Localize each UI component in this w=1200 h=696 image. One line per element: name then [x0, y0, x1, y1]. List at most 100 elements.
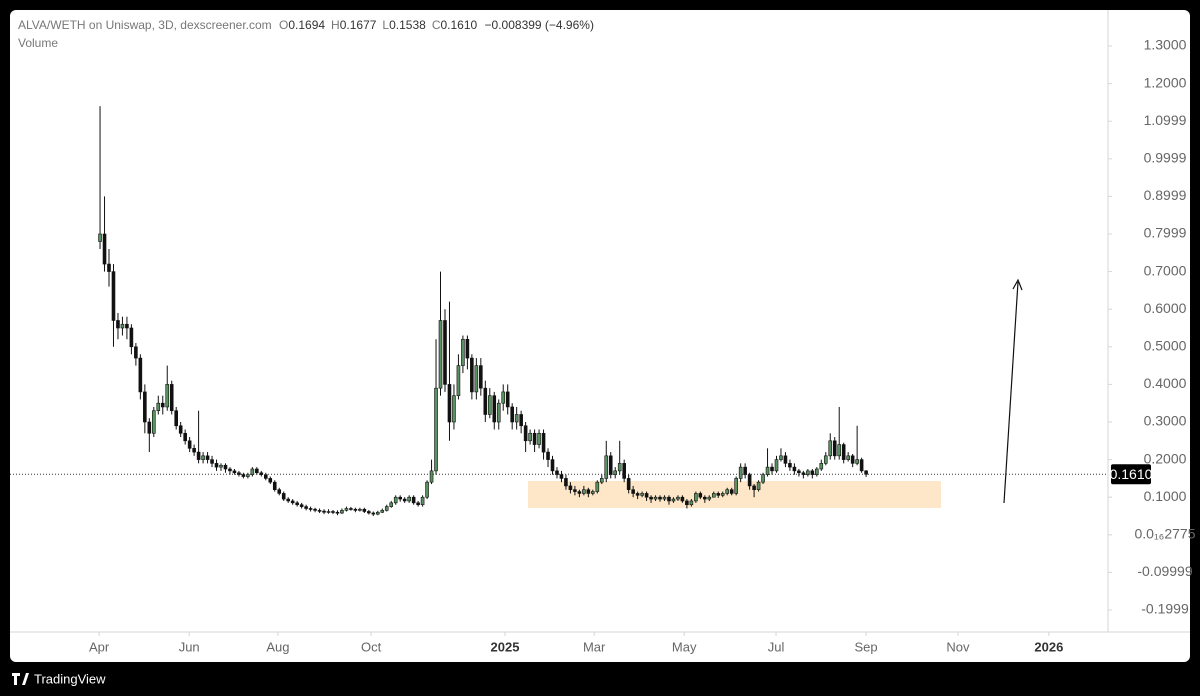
- candle-body: [541, 432, 546, 453]
- candle-body: [667, 496, 671, 502]
- candle-body: [398, 496, 402, 500]
- candle-body: [626, 478, 631, 490]
- candle-body: [523, 425, 528, 442]
- candle-body: [241, 474, 246, 477]
- candle-body: [263, 474, 268, 479]
- candle-body: [850, 455, 855, 464]
- candle-body: [456, 365, 461, 396]
- candle-body: [635, 493, 640, 496]
- ohlc-value: 0.1694: [288, 18, 325, 32]
- candle-body: [676, 496, 680, 500]
- y-tick-label: 0.7000: [1144, 262, 1187, 278]
- brand-logo: [12, 673, 29, 685]
- ohlc-key: C: [432, 18, 441, 32]
- candle-body: [402, 498, 407, 502]
- arrow-line: [1003, 281, 1019, 504]
- candle-body: [756, 481, 761, 490]
- candle-body: [743, 466, 747, 475]
- candle-body: [452, 395, 456, 423]
- candle-body: [546, 451, 550, 460]
- y-tick-label: 1.3000: [1144, 37, 1187, 53]
- candle-body: [837, 444, 842, 457]
- candle-body: [120, 323, 125, 329]
- candle-body: [631, 489, 635, 494]
- candle-body: [183, 432, 187, 442]
- candle-body: [658, 496, 662, 500]
- y-tick-label: 0.6000: [1144, 300, 1187, 316]
- candle-body: [165, 384, 170, 408]
- candle-body: [698, 493, 703, 498]
- candle-body: [219, 464, 223, 468]
- candle-body: [599, 478, 604, 483]
- candle-body: [823, 455, 828, 464]
- candle-body: [107, 263, 111, 272]
- candle-body: [747, 474, 752, 487]
- candle-body: [734, 478, 738, 494]
- candle-body: [496, 402, 501, 423]
- symbol: ALVA/WETH on Uniswap, 3D, dexscreener.co…: [18, 18, 272, 32]
- candle-body: [662, 496, 667, 500]
- candle-body: [250, 468, 255, 475]
- candle-body: [613, 470, 618, 475]
- candle-body: [859, 459, 864, 472]
- candle-body: [707, 496, 712, 500]
- candle-body: [290, 500, 295, 504]
- candle-body: [855, 459, 859, 464]
- candle-body: [156, 402, 161, 412]
- candle-body: [393, 496, 398, 504]
- y-tick-label: 0.0₁₆2775: [1135, 526, 1196, 542]
- candle-body: [129, 327, 134, 348]
- candle-body: [425, 481, 429, 498]
- candle-body: [268, 478, 273, 483]
- y-tick-label: 0.1000: [1144, 488, 1187, 504]
- candle-body: [711, 493, 716, 498]
- candle-body: [138, 357, 143, 393]
- ohlc-key: H: [331, 18, 340, 32]
- candle-body: [550, 459, 555, 472]
- candle-body: [192, 448, 196, 453]
- x-tick-label: Sep: [855, 639, 878, 654]
- y-tick-label: 0.7999: [1144, 225, 1187, 241]
- candle-body: [685, 500, 689, 506]
- candle-body: [246, 474, 250, 477]
- y-tick-label: 1.2000: [1144, 74, 1187, 90]
- candle-body: [801, 472, 806, 475]
- candle-body: [573, 489, 577, 492]
- candle-body: [349, 508, 353, 510]
- candle-body: [434, 387, 438, 472]
- x-tick-label: Nov: [946, 639, 970, 654]
- candle-body: [98, 233, 102, 242]
- x-tick-label: Mar: [583, 639, 606, 654]
- candle-body: [340, 510, 344, 514]
- y-tick-label: 0.4000: [1144, 375, 1187, 391]
- candle-body: [505, 391, 510, 408]
- candle-body: [375, 511, 380, 515]
- x-tick-label: Aug: [266, 639, 289, 654]
- candle-body: [174, 410, 179, 427]
- x-tick-label: Jul: [768, 639, 785, 654]
- candle-body: [429, 470, 434, 483]
- candle-body: [483, 387, 488, 415]
- candle-body: [295, 502, 299, 506]
- candle-body: [828, 440, 833, 457]
- candle-body: [774, 459, 779, 472]
- candle-body: [689, 500, 694, 506]
- candle-body: [841, 444, 846, 460]
- candle-body: [510, 406, 514, 423]
- arrow-head: [1012, 278, 1023, 291]
- candle-body: [232, 470, 237, 474]
- candle-body: [169, 384, 174, 412]
- candle-body: [725, 489, 730, 494]
- candle-body: [604, 455, 609, 479]
- candle-body: [362, 508, 367, 512]
- candle-body: [358, 508, 362, 511]
- chart-background: [10, 10, 1190, 662]
- candle-body: [134, 346, 138, 359]
- candle-body: [501, 391, 506, 404]
- brand: TradingView: [34, 671, 106, 686]
- candle-body: [313, 508, 317, 511]
- y-tick-label: 0.9999: [1144, 150, 1187, 166]
- ohlc-value: 0.1610: [440, 18, 477, 32]
